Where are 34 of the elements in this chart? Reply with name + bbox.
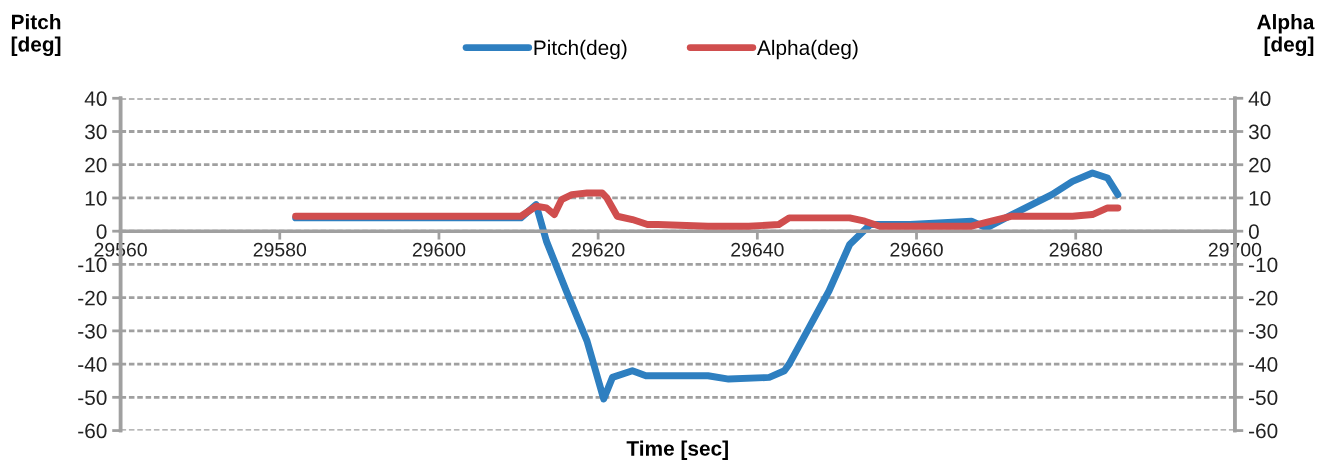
y-tick-label: 0 (96, 224, 107, 239)
y-tick-label: -30 (78, 323, 107, 339)
y2-tick-label: 0 (1248, 224, 1259, 239)
y2-tick-label: 10 (1249, 190, 1271, 206)
y-tick-label: 30 (85, 124, 107, 140)
y2-tick-label: -20 (1249, 290, 1278, 306)
y2-tick-label: -60 (1249, 423, 1278, 439)
legend-label: Alpha(deg) (756, 39, 858, 60)
x-tick-label: 29660 (890, 242, 943, 257)
y2-axis-title: Alpha [deg] (1257, 14, 1315, 56)
legend-label: Pitch(deg) (534, 39, 627, 60)
y2-tick-label: -40 (1249, 357, 1278, 372)
y2-tick-label: -50 (1249, 390, 1278, 406)
y2-tick-label: 30 (1248, 124, 1271, 140)
x-axis-title: Time [sec] (626, 440, 728, 460)
x-tick-label: 29580 (253, 242, 307, 257)
y-tick-label: -60 (78, 423, 107, 439)
x-tick-label: 29560 (94, 242, 147, 257)
x-tick-label: 29680 (1049, 242, 1102, 257)
y-tick-label: 20 (85, 157, 107, 173)
y-tick-label: -50 (78, 390, 107, 406)
y-tick-label: -40 (78, 357, 107, 372)
y2-tick-label: -10 (1249, 257, 1278, 273)
y-tick-label: -10 (78, 257, 107, 273)
y2-tick-label: 40 (1248, 91, 1271, 107)
x-tick-label: 29620 (572, 242, 625, 257)
y-axis-title: Pitch [deg] (11, 14, 61, 56)
y2-tick-label: -30 (1249, 323, 1278, 339)
y-tick-label: -20 (78, 290, 107, 306)
y-tick-label: 40 (84, 91, 107, 107)
x-tick-label: 29600 (412, 242, 466, 257)
x-tick-label: 29640 (731, 242, 784, 257)
y2-tick-label: 20 (1249, 157, 1271, 173)
y-tick-label: 10 (85, 190, 107, 206)
